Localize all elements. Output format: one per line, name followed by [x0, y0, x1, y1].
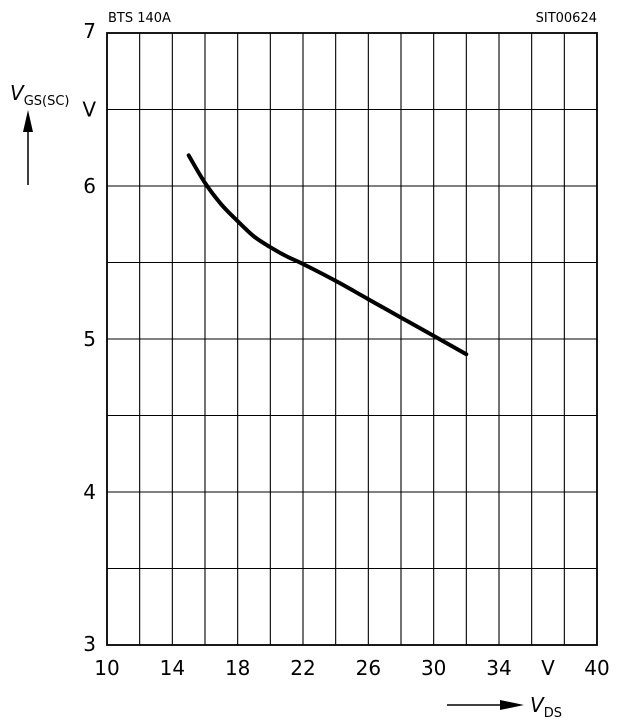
chart-header-left: BTS 140A: [108, 11, 171, 26]
x-tick-label: 34: [486, 656, 511, 680]
y-axis-label: VGS(SC): [10, 81, 70, 109]
y-axis-label-main: V: [10, 81, 25, 105]
x-tick-label: 14: [160, 656, 185, 680]
x-axis-arrow-icon: [447, 700, 524, 710]
y-tick-label: 6: [83, 174, 96, 198]
y-axis-label-sub: GS(SC): [24, 94, 70, 109]
series-line: [186, 153, 469, 357]
x-axis-unit: V: [541, 656, 555, 680]
x-axis-label: VDS: [530, 693, 562, 721]
y-tick-label: 4: [83, 480, 96, 504]
y-axis-arrow-icon: [23, 110, 33, 185]
x-tick-label: 22: [290, 656, 315, 680]
x-tick-label: 10: [94, 656, 119, 680]
x-tick-label: 40: [584, 656, 609, 680]
x-axis-label-sub: DS: [544, 706, 562, 721]
y-axis-ticks: 3 4 5 6 7 V: [82, 19, 96, 656]
x-axis-ticks: 10 14 18 22 26 30 34 40 V: [94, 656, 609, 680]
y-tick-label: 5: [83, 327, 96, 351]
y-axis-unit: V: [82, 98, 96, 122]
x-axis-label-main: V: [530, 693, 545, 717]
grid: [107, 33, 597, 645]
y-tick-label: 3: [83, 632, 96, 656]
y-tick-label: 7: [83, 19, 96, 43]
x-tick-label: 30: [421, 656, 446, 680]
plot-frame: [106, 32, 598, 646]
chart-header-right: SIT00624: [536, 11, 597, 26]
x-tick-label: 18: [225, 656, 250, 680]
x-tick-label: 26: [356, 656, 381, 680]
